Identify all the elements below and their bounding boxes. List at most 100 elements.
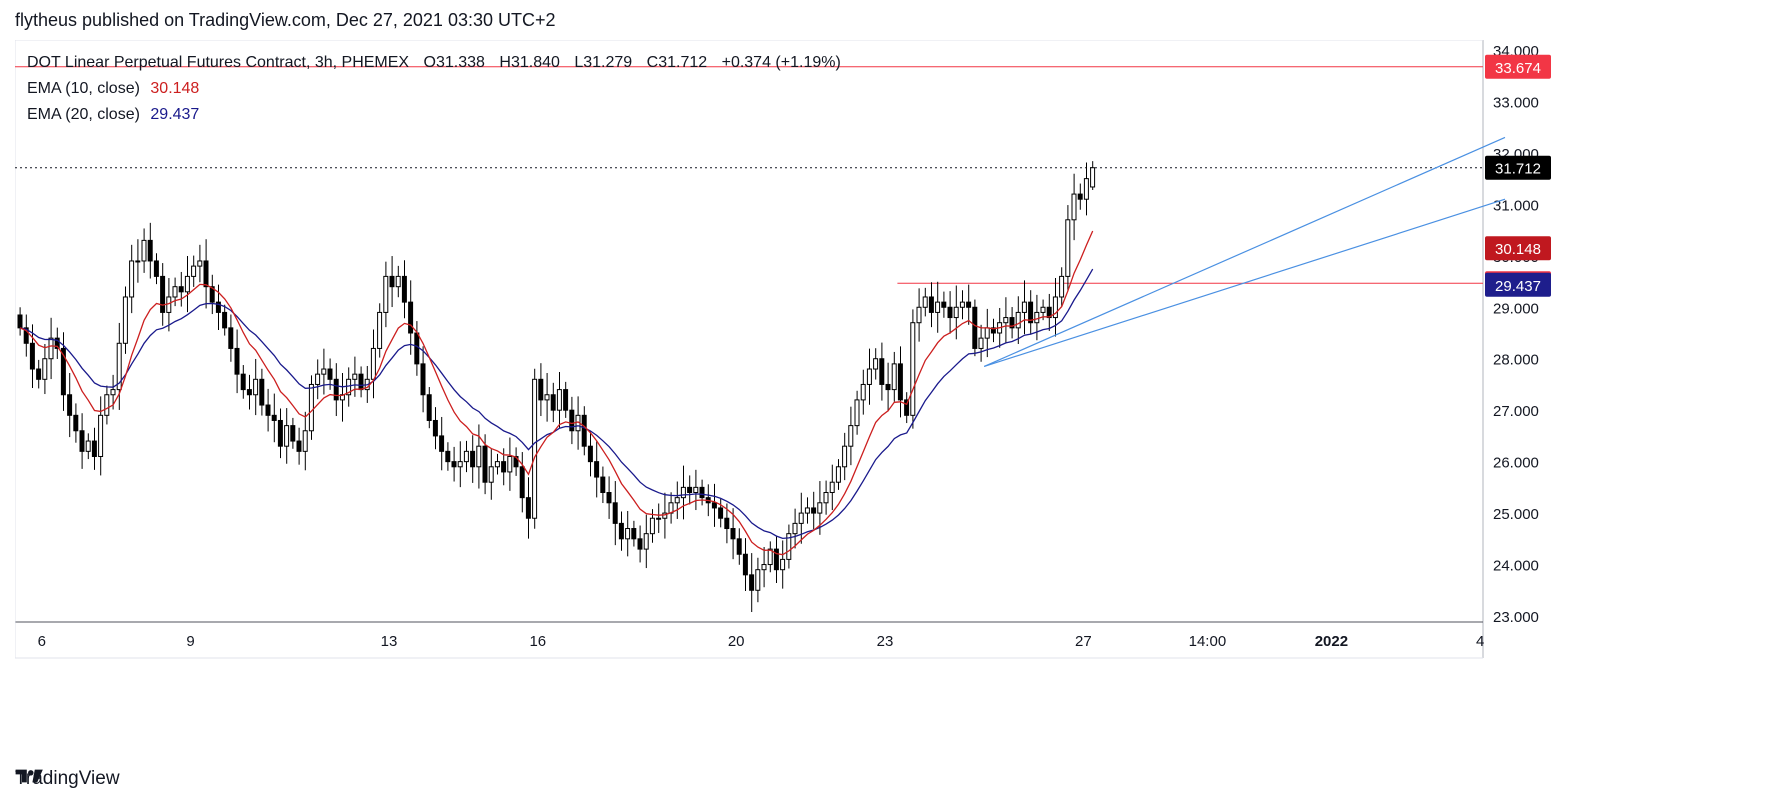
candle-body — [153, 260, 159, 277]
legend-close: C31.712 — [646, 54, 708, 71]
candle-body — [612, 502, 618, 524]
candle-body — [54, 337, 60, 349]
candle-body — [271, 414, 277, 421]
candle-body — [129, 260, 135, 298]
candle-body — [259, 378, 265, 406]
candle-body — [866, 368, 872, 385]
y-tick-label: 33.000 — [1493, 94, 1539, 111]
candle-body — [23, 327, 29, 344]
ema20-value: 29.437 — [150, 106, 200, 123]
candle-body — [656, 517, 662, 520]
trend-line — [984, 198, 1506, 368]
candle-body — [48, 337, 54, 360]
x-tick-label: 6 — [38, 633, 46, 650]
candle-body — [383, 275, 389, 313]
candle-body — [879, 358, 885, 385]
candle-body — [618, 522, 624, 540]
candle-body — [935, 301, 941, 313]
candle-body — [693, 486, 699, 494]
candle-body — [166, 296, 172, 313]
candle-body — [1040, 306, 1046, 313]
candle-body — [246, 389, 252, 396]
ema20-line — [19, 268, 1094, 540]
candle-body — [234, 347, 240, 375]
candle-body — [897, 363, 903, 401]
candle-body — [215, 301, 221, 313]
candle-body — [625, 528, 631, 540]
candle-body — [135, 260, 141, 263]
candle-body — [842, 445, 848, 468]
candle-body — [581, 414, 587, 447]
candle-body — [755, 569, 761, 591]
candle-body — [377, 311, 383, 349]
price-axis-label-bg — [1485, 54, 1551, 79]
ema10-value: 30.148 — [150, 80, 200, 97]
candle-body — [315, 373, 321, 385]
candle-body — [265, 404, 271, 416]
candle-body — [767, 548, 773, 566]
candle-body — [569, 409, 575, 432]
candle-body — [780, 558, 786, 571]
legend-open: O31.338 — [423, 54, 485, 71]
price-axis-label-bg — [1485, 155, 1551, 180]
candle-body — [395, 275, 401, 288]
candle-body — [786, 533, 792, 560]
candle-body — [116, 342, 122, 391]
candle-body — [67, 394, 73, 416]
candle-body — [284, 425, 290, 447]
candle-body — [401, 275, 407, 303]
candle-body — [643, 533, 649, 550]
candle-body — [488, 466, 494, 483]
candle-body — [445, 450, 451, 463]
legend-ema10[interactable]: EMA (10, close) 30.148 — [27, 80, 199, 98]
candle-body — [966, 301, 972, 308]
legend-ema20[interactable]: EMA (20, close) 29.437 — [27, 106, 199, 124]
candle-body — [742, 553, 748, 576]
candle-body — [699, 486, 705, 499]
candle-body — [1052, 296, 1058, 319]
tradingview-footer[interactable]: TradingView — [15, 768, 120, 790]
candle-body — [947, 306, 953, 319]
y-tick-label: 23.000 — [1493, 609, 1539, 626]
candle-body — [556, 389, 562, 411]
candle-body — [854, 399, 860, 427]
candle-body — [928, 296, 934, 313]
tradingview-logo-icon — [15, 769, 43, 783]
candle-body — [451, 461, 457, 468]
candle-body — [178, 286, 184, 293]
candle-body — [550, 394, 556, 411]
candle-body — [823, 492, 829, 504]
candle-body — [296, 440, 302, 452]
y-tick-label: 26.000 — [1493, 455, 1539, 472]
legend-symbol: DOT Linear Perpetual Futures Contract, 3… — [27, 54, 410, 71]
candlestick-chart[interactable]: 34.00033.00032.00031.00030.00029.00028.0… — [15, 40, 1775, 752]
candle-body — [544, 394, 550, 401]
candle-body — [674, 497, 680, 504]
candle-body — [724, 517, 730, 530]
ema10-label: EMA (10, close) — [27, 80, 140, 97]
candle-body — [718, 507, 724, 519]
candle-body — [141, 239, 147, 262]
candle-body — [197, 260, 203, 267]
candle-body — [730, 528, 736, 540]
x-tick-label: 9 — [186, 633, 194, 650]
candle-body — [228, 327, 234, 349]
candle-body — [792, 522, 798, 535]
candle-body — [1021, 301, 1027, 313]
chart-pane[interactable]: 34.00033.00032.00031.00030.00029.00028.0… — [15, 40, 1775, 752]
candle-body — [36, 368, 42, 380]
x-tick-label: 13 — [381, 633, 398, 650]
candle-body — [922, 296, 928, 308]
candle-body — [749, 574, 755, 591]
candle-body — [910, 322, 916, 416]
candle-body — [1059, 275, 1065, 298]
price-axis-label: 29.437 — [1495, 278, 1541, 295]
candle-body — [172, 286, 178, 298]
candle-body — [308, 383, 314, 432]
candle-body — [587, 445, 593, 463]
x-tick-label: 20 — [728, 633, 745, 650]
legend-low: L31.279 — [574, 54, 633, 71]
trend-line — [983, 136, 1506, 367]
candle-body — [680, 486, 686, 499]
candle-body — [91, 440, 97, 457]
